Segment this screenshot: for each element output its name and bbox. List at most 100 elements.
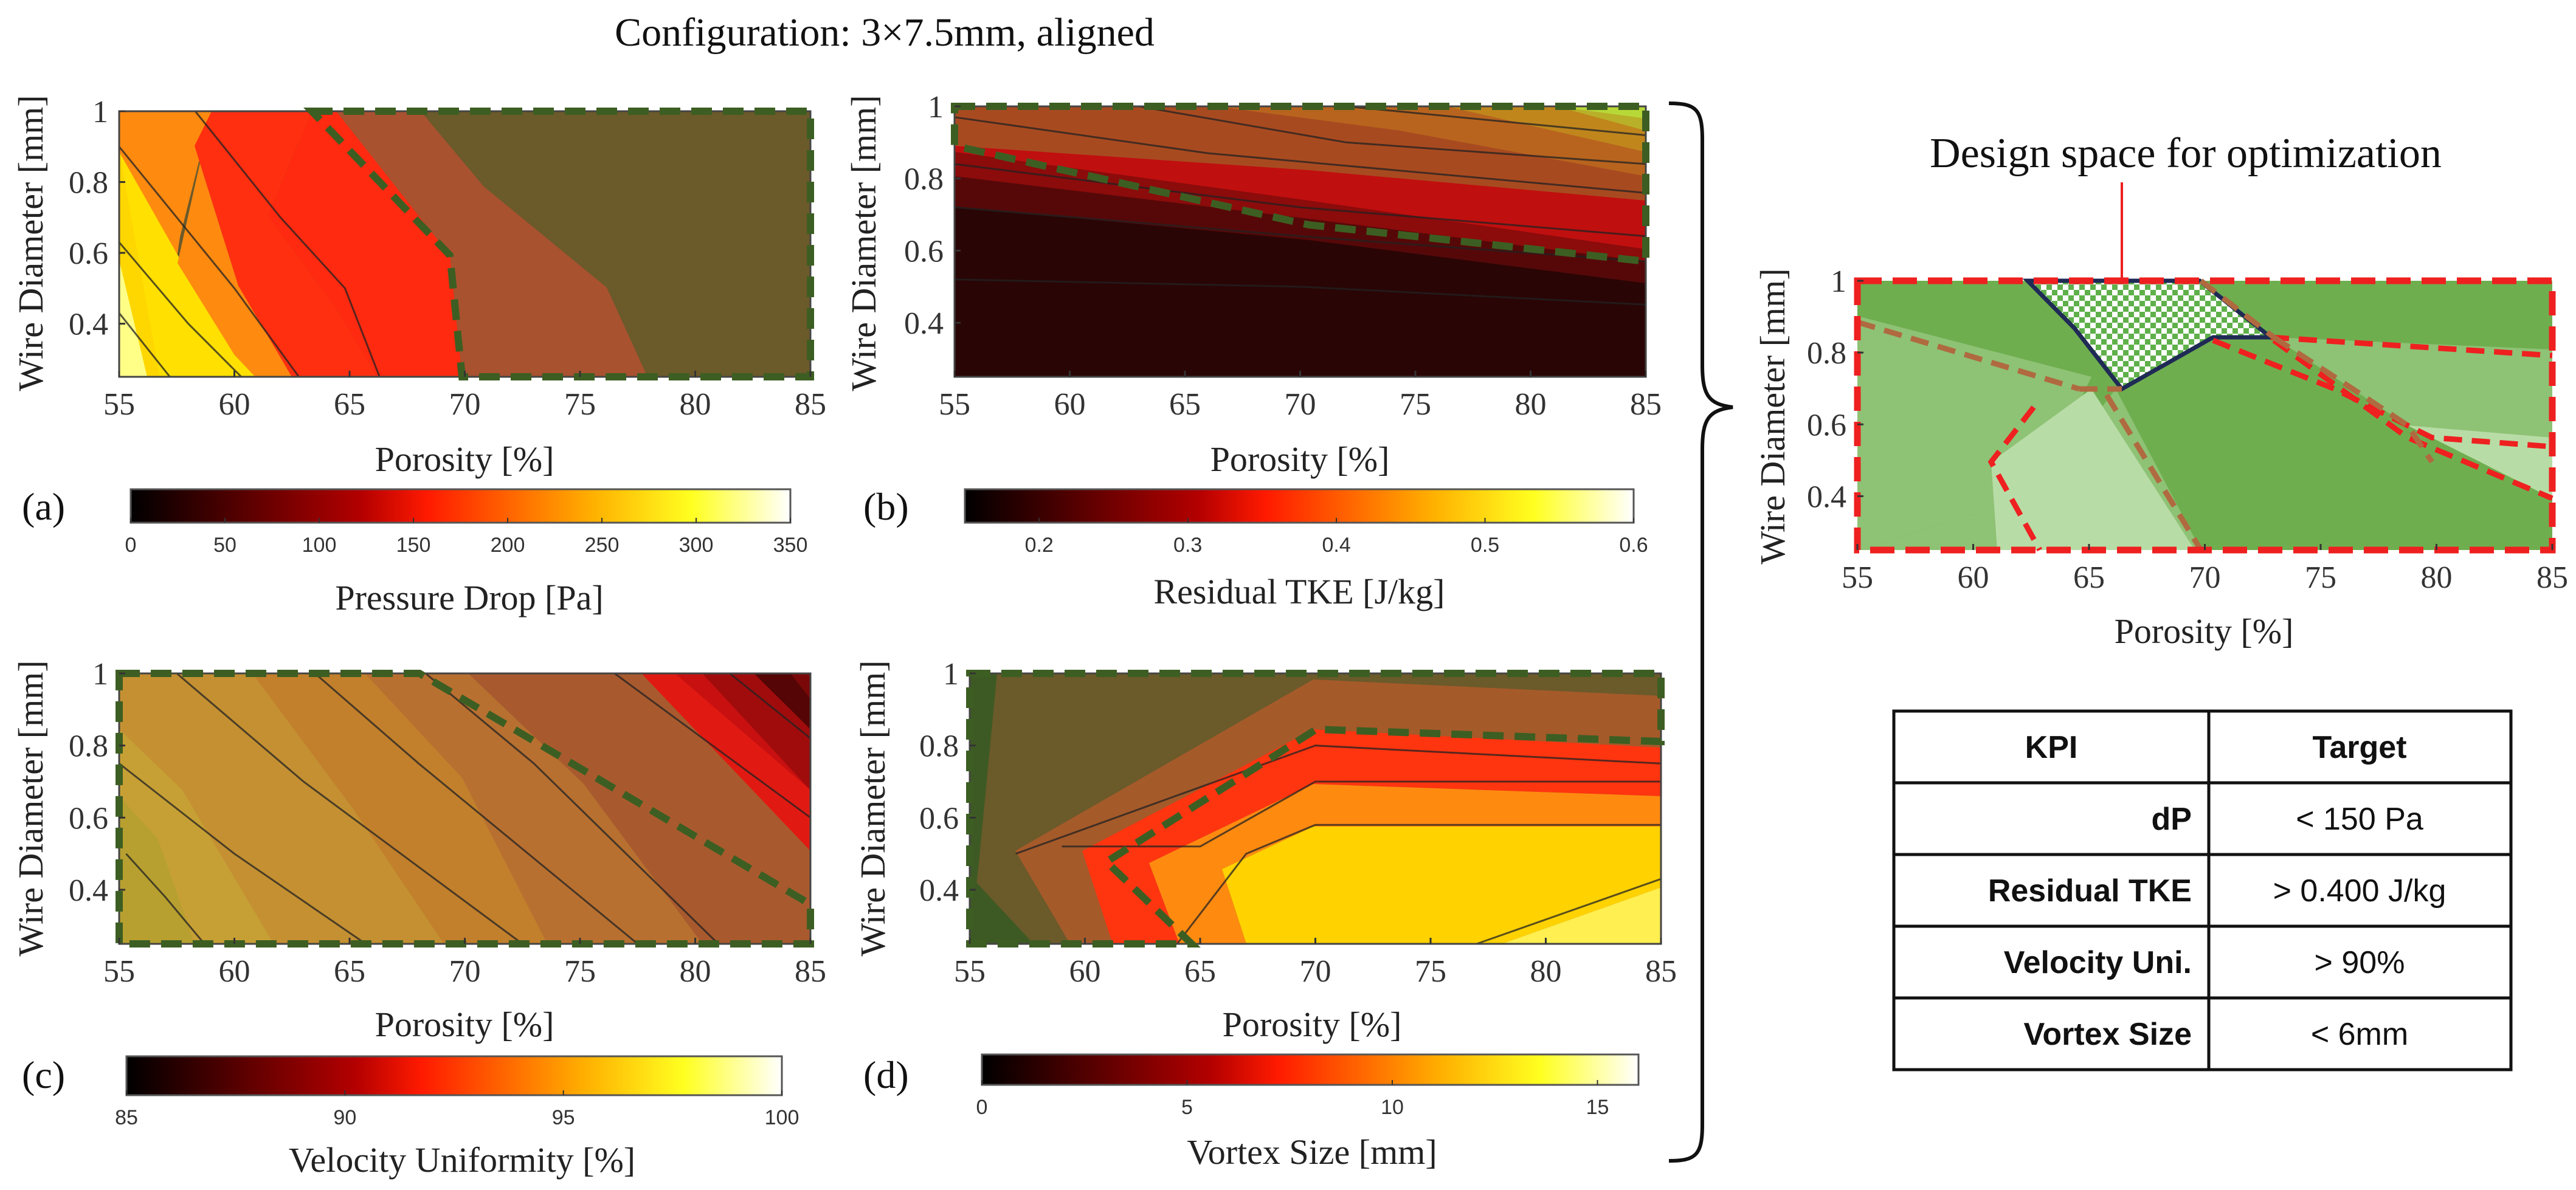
- y-tick-label: 1: [943, 657, 959, 692]
- figure-title: Configuration: 3×7.5mm, aligned: [615, 10, 1155, 55]
- contour-line: [1476, 878, 1662, 945]
- y-tick-label: 0.4: [1807, 480, 1846, 514]
- x-tick-label: 75: [1415, 954, 1446, 989]
- colorbar-tick-label: 250: [585, 534, 620, 557]
- feasible-region-c: [116, 670, 814, 948]
- colorbar-b: [964, 488, 1635, 524]
- x-tick-label: 55: [954, 954, 986, 989]
- x-tick-label: 70: [1285, 387, 1316, 422]
- colorbar-tick-label: 200: [491, 534, 525, 557]
- panel-label-c: (c): [22, 1053, 65, 1096]
- x-tick-label: 60: [219, 954, 250, 989]
- colorbar-tick-label: 15: [1586, 1096, 1609, 1119]
- panel-a-plot-area: [118, 108, 814, 380]
- y-tick-label: 0.6: [69, 236, 108, 271]
- colorbar-d: [981, 1053, 1640, 1086]
- xlabel-b: Porosity [%]: [1210, 439, 1390, 479]
- kpi-row-target: < 150 Pa: [2296, 802, 2423, 837]
- ylabel-b: Wire Diameter [mm]: [844, 95, 883, 391]
- kpi-row-name: dP: [2152, 802, 2192, 837]
- kpi-row-name: Velocity Uni.: [2004, 945, 2192, 980]
- colorbar-tick-label: 100: [302, 534, 337, 557]
- y-tick-label: 0.8: [69, 166, 108, 201]
- y-tick-label: 0.4: [919, 873, 959, 908]
- ylabel-design-space: Wire Diameter [mm]: [1753, 268, 1792, 564]
- x-tick-label: 70: [449, 954, 481, 989]
- x-tick-label: 65: [1184, 954, 1216, 989]
- x-tick-label: 55: [103, 387, 135, 422]
- x-tick-label: 65: [334, 387, 365, 422]
- y-tick-label: 0.6: [904, 234, 944, 269]
- feasible-region-d: [966, 670, 1665, 948]
- x-tick-label: 60: [1054, 387, 1086, 422]
- panel-d-plot-area: [966, 670, 1665, 948]
- panel-b: 55 60 65 70 75 80 85 0.4 0.6 0.8 1 Porosity [%] Wi…: [844, 90, 1662, 611]
- x-tick-label: 80: [680, 387, 711, 422]
- kpi-row-name: Residual TKE: [1988, 873, 2192, 909]
- panel-b-plot-area: [951, 103, 1649, 378]
- contour-line: [425, 672, 719, 945]
- y-tick-label: 0.4: [904, 306, 944, 341]
- colorbar-tick-label: 0.5: [1471, 534, 1499, 557]
- grouping-brace: [1668, 101, 1733, 1163]
- y-tick-label: 0.6: [1807, 408, 1846, 442]
- x-tick-label: 55: [939, 387, 970, 422]
- x-tick-label: 75: [564, 387, 596, 422]
- contour-line: [314, 672, 638, 945]
- colorbar-tick-label: 350: [773, 534, 808, 557]
- xlabel-design-space: Porosity [%]: [2115, 611, 2294, 651]
- colorbar-label-d: Vortex Size [mm]: [1187, 1132, 1437, 1172]
- contour-line: [1346, 105, 1646, 136]
- y-tick-label: 0.4: [69, 873, 108, 908]
- kpi-header-kpi: KPI: [2025, 730, 2078, 765]
- contour-line: [1138, 105, 1646, 165]
- contour-line: [614, 672, 811, 819]
- colorbar-tick-label: 0.6: [1619, 534, 1648, 557]
- colorbar-tick-label: 0: [125, 534, 137, 557]
- contour-line: [176, 672, 523, 945]
- xlabel-a: Porosity [%]: [375, 439, 554, 479]
- x-tick-label: 65: [1169, 387, 1201, 422]
- feasible-region-b: [951, 103, 1649, 266]
- contour-line: [119, 763, 367, 945]
- colorbar-tick-label: 0.2: [1025, 534, 1054, 557]
- panel-c-plot-area: [116, 670, 814, 948]
- y-tick-label: 1: [92, 95, 108, 129]
- y-tick-label: 0.8: [69, 729, 108, 764]
- colorbar-label-a: Pressure Drop [Pa]: [335, 578, 603, 617]
- x-tick-label: 80: [1515, 387, 1547, 422]
- colorbar-c: [125, 1055, 783, 1096]
- design-space-title: Design space for optimization: [1930, 130, 2442, 177]
- y-tick-label: 0.6: [919, 801, 959, 836]
- feasible-region-a: [303, 108, 814, 380]
- colorbar-tick-label: 150: [396, 534, 431, 557]
- colorbar-tick-label: 50: [213, 534, 237, 557]
- y-tick-label: 0.8: [919, 729, 959, 764]
- x-tick-label: 55: [1842, 560, 1873, 595]
- y-tick-label: 0.8: [904, 162, 944, 197]
- kpi-row-name: Vortex Size: [2024, 1017, 2192, 1052]
- panel-a: 55 60 65 70 75 80 85 0.4 0.6 0.8 1 Porosity [%] Wi…: [11, 95, 826, 617]
- optimization-region: [2022, 278, 2277, 392]
- contour-line: [118, 146, 300, 377]
- colorbar-tick-label: 300: [679, 534, 714, 557]
- contour-line: [1176, 824, 1661, 944]
- x-tick-label: 75: [564, 954, 596, 989]
- x-tick-label: 70: [449, 387, 481, 422]
- kpi-row-target: > 0.400 J/kg: [2273, 873, 2447, 909]
- contour-line: [1062, 780, 1661, 848]
- contour-line: [954, 278, 1646, 306]
- x-tick-label: 70: [2189, 560, 2221, 595]
- x-tick-label: 70: [1300, 954, 1331, 989]
- contour-line: [118, 312, 171, 377]
- contour-line: [954, 163, 1646, 238]
- xlabel-c: Porosity [%]: [375, 1005, 554, 1044]
- ylabel-a: Wire Diameter [mm]: [11, 95, 50, 391]
- y-tick-label: 1: [928, 90, 944, 125]
- panel-label-a: (a): [22, 485, 65, 528]
- x-tick-label: 85: [1645, 954, 1677, 989]
- kpi-header-target: Target: [2312, 730, 2406, 765]
- x-tick-label: 55: [103, 954, 135, 989]
- x-tick-label: 85: [795, 387, 826, 422]
